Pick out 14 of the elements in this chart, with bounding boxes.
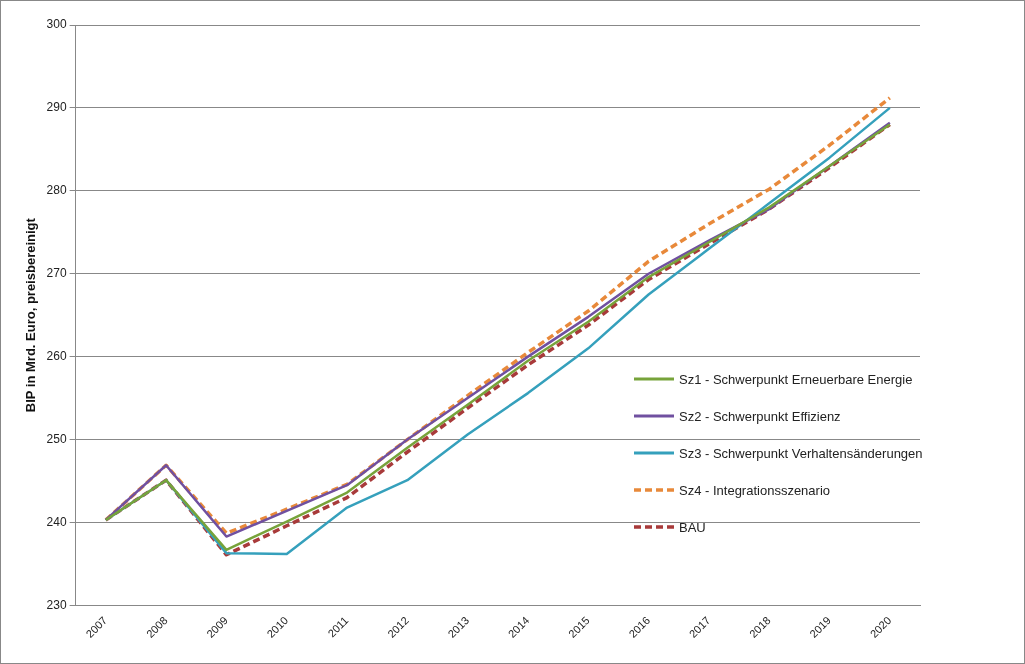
y-tick-label: 230 (46, 597, 67, 612)
y-tick-label: 250 (46, 431, 67, 446)
legend-label: Sz2 - Schwerpunkt Effizienz (679, 408, 841, 424)
legend-label: Sz4 - Integrationsszenario (679, 482, 831, 498)
legend-label: Sz1 - Schwerpunkt Erneuerbare Energie (679, 371, 913, 387)
y-tick-label: 240 (46, 514, 67, 529)
y-tick-label: 260 (46, 348, 67, 363)
legend-label: BAU (679, 519, 706, 535)
y-axis-title: BIP in Mrd. Euro, preisbereinigt (23, 217, 39, 413)
y-tick-label: 280 (46, 183, 67, 198)
legend-label: Sz3 - Schwerpunkt Verhaltensänderungen (679, 445, 923, 461)
y-tick-label: 270 (46, 266, 67, 281)
y-tick-label: 290 (46, 100, 67, 115)
y-tick-label: 300 (46, 17, 67, 32)
